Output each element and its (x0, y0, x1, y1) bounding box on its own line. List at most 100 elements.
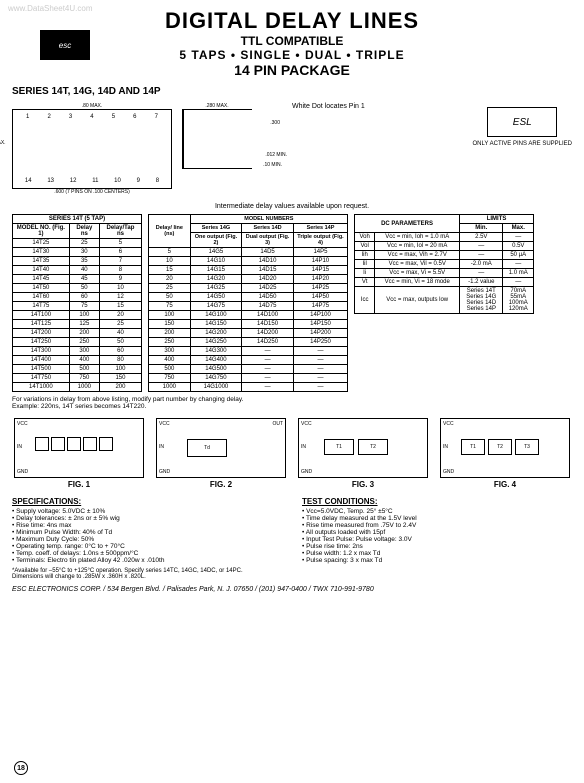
cell: Series 14T Series 14G Series 14D Series … (460, 287, 503, 314)
th: One output (Fig. 2) (190, 233, 241, 248)
cell: — (293, 365, 347, 374)
cell: 150 (99, 374, 141, 383)
test-item: Pulse rise time: 2ns (302, 543, 572, 550)
cell: 14T250 (13, 338, 70, 347)
delay-block: T3 (515, 439, 539, 455)
cell: 14P15 (293, 266, 347, 275)
cell: 8 (99, 266, 141, 275)
cell: 14T50 (13, 284, 70, 293)
cell: 14G1000 (190, 383, 241, 392)
fig3-box: VCC IN GND T1 T2 (298, 418, 428, 478)
cell: Vcc = max, Vil = 0.5V (375, 260, 460, 269)
cell: 500 (149, 365, 191, 374)
cell: 14P150 (293, 320, 347, 329)
cell: 12 (99, 293, 141, 302)
test-item: Time delay measured at the 1.5V level (302, 515, 572, 522)
cell: 14T35 (13, 257, 70, 266)
cell: 14T400 (13, 356, 70, 365)
cell: — (242, 356, 294, 365)
cell: 400 (149, 356, 191, 365)
fig4-label: FIG. 4 (440, 480, 570, 489)
tables-row: SERIES 14T (5 TAP) MODEL NO. (Fig. 1) De… (12, 214, 572, 392)
pin: 13 (47, 178, 54, 184)
cell: 14G50 (190, 293, 241, 302)
specs-title: SPECIFICATIONS: (12, 497, 282, 506)
cell: 9 (99, 275, 141, 284)
th: DC PARAMETERS (355, 215, 460, 233)
cell: 14T300 (13, 347, 70, 356)
th: Delay/Tap ns (99, 224, 141, 239)
active-pins-note: ONLY ACTIVE PINS ARE SUPPLIED (473, 141, 572, 147)
diagram-row: .80 MAX. 1234567 141312111098 .40 MAX. .… (12, 103, 572, 195)
buffer-icon (35, 437, 49, 451)
bottom-row: SPECIFICATIONS: Supply voltage: 5.0VDC ±… (12, 497, 572, 564)
intermediate-note: Intermediate delay values available upon… (12, 203, 572, 210)
chip-3d-box: ESL (487, 107, 557, 137)
cell: 300 (149, 347, 191, 356)
cell: 80 (99, 356, 141, 365)
white-dot-note: White Dot locates Pin 1 (262, 103, 463, 110)
cell: 14T75 (13, 302, 70, 311)
series-label: SERIES 14T, 14G, 14D AND 14P (12, 86, 572, 97)
cell: 14T30 (13, 248, 70, 257)
table-row: 14T505010 (13, 284, 142, 293)
title-sub3: 14 PIN PACKAGE (12, 62, 572, 78)
cell: 14G500 (190, 365, 241, 374)
cell: 14T125 (13, 320, 70, 329)
cell: — (293, 383, 347, 392)
pin: 14 (25, 178, 32, 184)
cell: 75 (149, 302, 191, 311)
logo: esc (40, 30, 90, 60)
th: Delay ns (69, 224, 99, 239)
cell: 14T25 (13, 239, 70, 248)
tests-title: TEST CONDITIONS: (302, 497, 572, 506)
delay-block: T1 (324, 439, 354, 455)
pin: 6 (133, 114, 136, 120)
table-row: 14T10001000200 (13, 383, 142, 392)
test-item: Rise time measured from .75V to 2.4V (302, 522, 572, 529)
cell: 200 (69, 329, 99, 338)
buffer-icon (99, 437, 113, 451)
th: Min. (460, 224, 503, 233)
cell: — (242, 347, 294, 356)
pin: 11 (92, 178, 98, 184)
cell: 40 (99, 329, 141, 338)
chip-top-view: 1234567 141312111098 .40 MAX. (12, 109, 172, 189)
cell: 1000 (69, 383, 99, 392)
cell: 14G25 (190, 284, 241, 293)
cell: 750 (69, 374, 99, 383)
table-dc: DC PARAMETERS LIMITS Min. Max. VohVcc = … (354, 214, 534, 314)
spec-item: Delay tolerances: ± 2ns or ± 5% wig (12, 515, 282, 522)
cell: 25 (149, 284, 191, 293)
cell: 60 (99, 347, 141, 356)
cell: 1.0 mA (503, 269, 534, 278)
cell: 75 (69, 302, 99, 311)
cell: Vcc = min, Vi = 18 mode (375, 278, 460, 287)
dim-h3: .012 MIN. (265, 152, 287, 158)
dim-h2: .300 (270, 120, 280, 126)
cell: 6 (99, 248, 141, 257)
cell: 14P5 (293, 248, 347, 257)
cell: 5 (149, 248, 191, 257)
cell: — (293, 356, 347, 365)
cell: -2.0 mA (460, 260, 503, 269)
fig1-label: FIG. 1 (14, 480, 144, 489)
gnd: GND (301, 469, 312, 475)
cell: 100 (149, 311, 191, 320)
buffer-icon (67, 437, 81, 451)
cell: 20 (99, 311, 141, 320)
cell: Icc (355, 287, 375, 314)
pin: 5 (112, 114, 115, 120)
table-row: 14T45459 (13, 275, 142, 284)
buffer-icon (51, 437, 65, 451)
cell: 14D150 (242, 320, 294, 329)
cell: 14D75 (242, 302, 294, 311)
table-row: 14T500500100 (13, 365, 142, 374)
cell: — (242, 365, 294, 374)
cell: Vcc = min, Ioh = 1.0 mA (375, 233, 460, 242)
test-item: All outputs loaded with 15pf (302, 529, 572, 536)
table-row: 100014G1000—— (149, 383, 348, 392)
cell: 10 (149, 257, 191, 266)
cell: — (460, 242, 503, 251)
figures-row: VCC IN GND FIG. 1 VCC OUT IN GND Td FIG.… (12, 418, 572, 489)
